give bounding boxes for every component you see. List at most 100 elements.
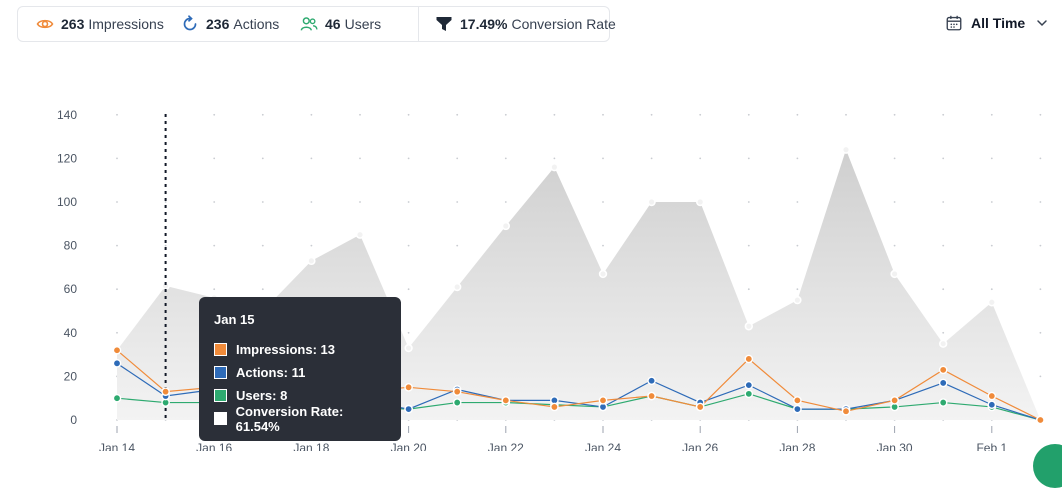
grid-dot xyxy=(407,244,410,247)
x-tick-label: Jan 14 xyxy=(99,441,135,451)
users-point xyxy=(452,398,462,407)
date-range-selector[interactable]: All Time xyxy=(945,14,1051,32)
impressions-point xyxy=(890,396,899,405)
grid-dot xyxy=(942,288,945,291)
x-tick-label: Jan 26 xyxy=(682,441,718,451)
tooltip-row-users: Users: 8 xyxy=(214,384,386,407)
grid-dot xyxy=(699,113,702,116)
grid-dot xyxy=(747,157,750,160)
tooltip-swatch xyxy=(214,412,227,425)
grid-dot xyxy=(893,244,896,247)
grid-dot xyxy=(310,201,313,203)
grid-dot xyxy=(456,157,459,160)
impressions-point xyxy=(841,406,851,416)
users-value: 46 xyxy=(325,16,341,32)
impressions-point xyxy=(647,391,656,401)
y-tick-label: 100 xyxy=(57,195,77,209)
conversion-point xyxy=(307,256,316,266)
grid-dot xyxy=(213,157,216,160)
grid-dot xyxy=(699,157,702,160)
users-point xyxy=(112,393,122,403)
grid-dot xyxy=(650,157,653,160)
stat-impressions[interactable]: 263 Impressions xyxy=(36,15,164,33)
grid-dot xyxy=(747,113,750,116)
grid-dot xyxy=(990,157,993,160)
y-tick-label: 120 xyxy=(57,151,77,165)
stats-bar: 263 Impressions 236 Actions 46 Users 17.… xyxy=(17,6,616,42)
actions-value: 236 xyxy=(206,16,230,32)
grid-dot xyxy=(504,201,507,203)
actions-label: Actions xyxy=(233,16,280,32)
conversion-point xyxy=(501,221,510,231)
impressions-point xyxy=(938,365,948,375)
x-tick-label: Jan 28 xyxy=(779,441,815,451)
grid-dot xyxy=(893,201,896,203)
grid-dot xyxy=(990,113,993,116)
impressions-point xyxy=(744,354,754,364)
calendar-icon xyxy=(945,14,963,32)
grid-dot xyxy=(310,244,313,247)
grid-dot xyxy=(116,244,118,247)
y-tick-label: 140 xyxy=(57,108,77,122)
chart-tooltip: Jan 15 Impressions: 13 Actions: 11 Users… xyxy=(199,297,401,441)
grid-dot xyxy=(359,113,361,116)
grid-dot xyxy=(261,244,264,247)
impressions-point xyxy=(404,382,413,392)
grid-dot xyxy=(990,288,993,291)
grid-dot xyxy=(845,113,847,116)
impressions-point xyxy=(987,391,997,401)
stat-users[interactable]: 46 Users xyxy=(300,15,381,33)
impressions-point xyxy=(161,387,170,396)
grid-dot xyxy=(164,201,167,203)
grid-dot xyxy=(261,157,264,160)
grid-dot xyxy=(1039,157,1042,160)
grid-dot xyxy=(456,244,459,247)
actions-point xyxy=(793,404,802,414)
impressions-value: 263 xyxy=(61,16,85,32)
impressions-label: Impressions xyxy=(88,16,164,32)
y-tick-label: 80 xyxy=(64,239,78,253)
users-label: Users xyxy=(344,16,382,32)
x-tick-label: Feb 1 xyxy=(976,441,1007,451)
grid-dot xyxy=(796,113,799,116)
tooltip-row-actions: Actions: 11 xyxy=(214,361,386,384)
impressions-point xyxy=(550,402,559,412)
stat-actions[interactable]: 236 Actions xyxy=(181,15,279,33)
actions-point xyxy=(987,400,997,410)
grid-dot xyxy=(942,244,945,247)
users-point xyxy=(744,389,754,399)
y-tick-label: 0 xyxy=(70,413,77,427)
grid-dot xyxy=(602,157,604,160)
grid-dot xyxy=(164,244,167,247)
grid-dot xyxy=(116,113,118,116)
grid-dot xyxy=(359,157,361,160)
grid-dot xyxy=(116,288,118,291)
grid-dot xyxy=(650,113,653,116)
stat-conversion[interactable]: 17.49% Conversion Rate xyxy=(418,6,616,42)
grid-dot xyxy=(213,288,216,291)
eye-icon xyxy=(36,15,54,33)
impressions-point xyxy=(452,387,462,396)
actions-point xyxy=(744,380,754,390)
impressions-point xyxy=(501,396,511,405)
tooltip-swatch xyxy=(214,366,227,379)
grid-dot xyxy=(796,201,799,203)
grid-dot xyxy=(990,201,993,203)
conversion-point xyxy=(453,282,462,292)
conversion-point xyxy=(841,145,851,154)
grid-dot xyxy=(893,113,896,116)
conversion-point xyxy=(938,339,948,348)
grid-dot xyxy=(553,157,556,160)
grid-dot xyxy=(407,113,410,116)
grid-dot xyxy=(261,201,264,203)
x-tick-label: Jan 18 xyxy=(293,441,329,451)
tooltip-row-text: Users: 8 xyxy=(236,388,288,403)
grid-dot xyxy=(1039,375,1042,378)
grid-dot xyxy=(213,201,216,203)
conversion-point xyxy=(404,343,413,353)
y-tick-label: 40 xyxy=(64,326,78,340)
conversion-point xyxy=(744,322,753,331)
impressions-point xyxy=(1036,415,1045,425)
conversion-point xyxy=(695,197,705,207)
